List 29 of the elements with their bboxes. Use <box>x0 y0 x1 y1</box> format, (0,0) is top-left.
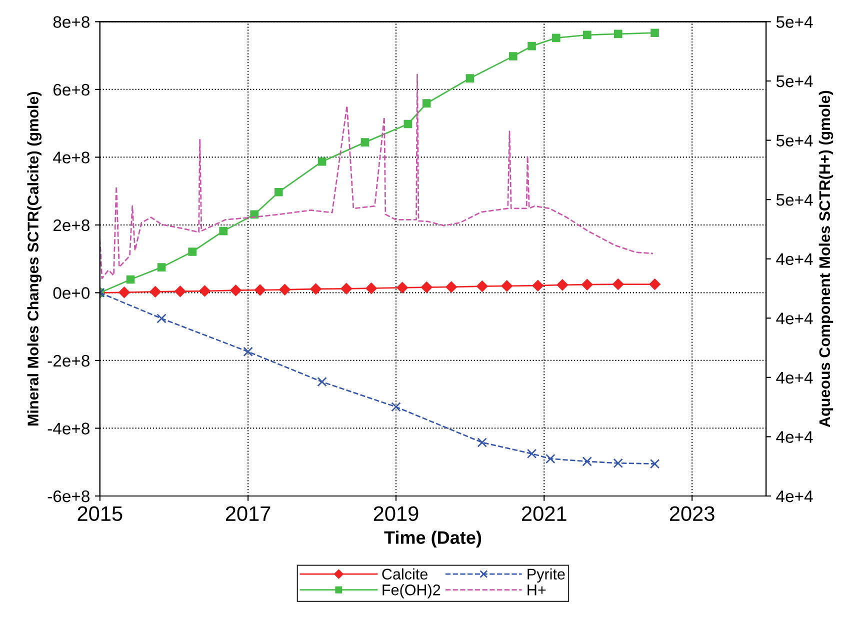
y2-tick-label: 4e+4 <box>776 312 813 324</box>
y2-tick-label: 4e+4 <box>776 490 813 502</box>
y2-axis-title: Aqueous Component Moles SCTR(H+) (gmole) <box>818 90 834 428</box>
x-tick-label: 2023 <box>670 506 714 522</box>
legend-label: Pyrite <box>528 568 565 583</box>
legend-label: Calcite <box>382 568 428 580</box>
y2-tick-label: 5e+4 <box>776 134 813 146</box>
y2-tick-label: 4e+4 <box>776 431 813 443</box>
y2-tick-label: 4e+4 <box>776 372 813 384</box>
y-axis-title: Mineral Moles Changes SCTR(Calcite) (gmole) <box>27 92 42 426</box>
x-tick-label: 2021 <box>522 506 566 522</box>
y2-tick-label: 5e+4 <box>776 76 813 88</box>
y2-tick-label: 4e+4 <box>776 253 813 266</box>
y-tick-label: -4e+8 <box>48 422 90 434</box>
legend-label: H+ <box>528 584 546 596</box>
y-tick-label: 2e+8 <box>53 219 90 232</box>
x-tick-label: 2017 <box>226 506 270 522</box>
y-tick-label: 6e+8 <box>54 84 90 96</box>
x-tick-label: 2019 <box>374 506 418 522</box>
y-tick-label: -2e+8 <box>48 354 90 367</box>
y-tick-label: -6e+8 <box>48 490 90 502</box>
y2-tick-label: 5e+4 <box>776 16 813 28</box>
y-tick-label: 0e+0 <box>53 287 90 299</box>
y2-tick-label: 5e+4 <box>776 194 813 206</box>
legend-label: Fe(OH)2 <box>382 584 440 598</box>
y-tick-label: 4e+8 <box>53 152 90 164</box>
x-tick-label: 2015 <box>78 506 122 522</box>
x-axis-title: Time (Date) <box>384 530 482 548</box>
y-tick-label: 8e+8 <box>53 16 90 28</box>
